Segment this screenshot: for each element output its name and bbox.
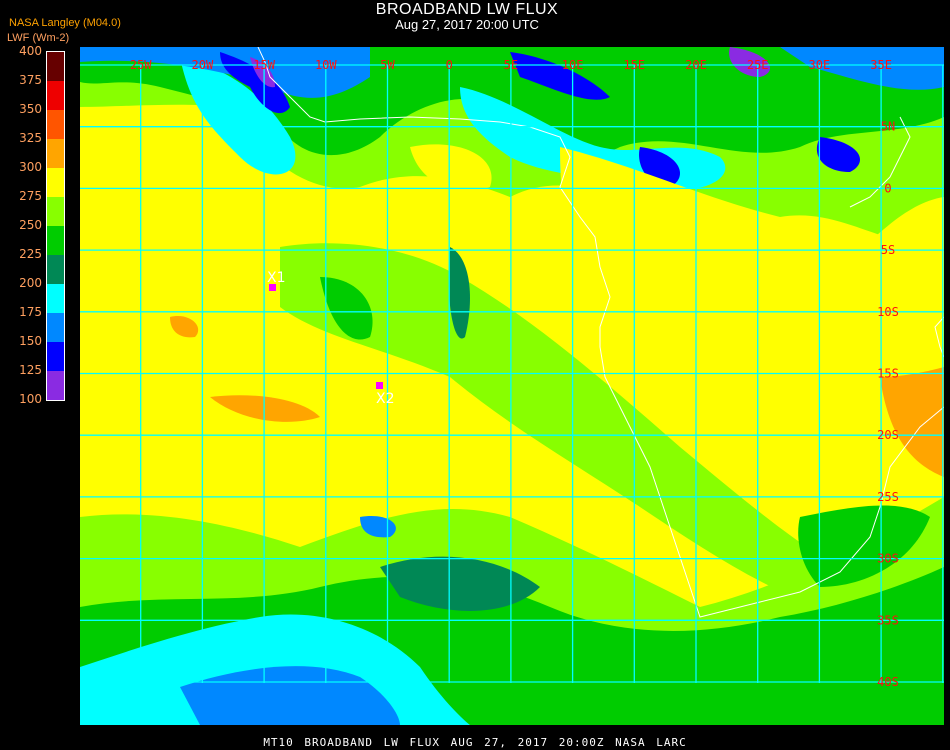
- footer-caption: MT10 BROADBAND LW FLUX AUG 27, 2017 20:0…: [263, 736, 687, 749]
- colorbar-tick-label: 100: [19, 392, 42, 406]
- lat-label: 40S: [877, 675, 899, 689]
- colorbar-tick-label: 175: [19, 305, 42, 319]
- colorbar-swatch: [47, 139, 64, 168]
- colorbar-tick-label: 200: [19, 276, 42, 290]
- lon-label: 10W: [315, 58, 337, 72]
- colorbar-swatch: [47, 313, 64, 342]
- colorbar-swatch: [47, 371, 64, 400]
- colorbar: [46, 51, 65, 401]
- image-timestamp: Aug 27, 2017 20:00 UTC: [395, 17, 539, 32]
- lon-label: 25W: [130, 58, 152, 72]
- colorbar-tick-label: 275: [19, 189, 42, 203]
- colorbar-tick-label: 125: [19, 363, 42, 377]
- marker-x1-label: X1: [267, 270, 286, 286]
- lat-label: 0: [884, 181, 891, 195]
- lat-label: 5N: [881, 120, 895, 134]
- colorbar-swatch: [47, 255, 64, 284]
- lon-label: 30E: [809, 58, 831, 72]
- colorbar-swatch: [47, 284, 64, 313]
- colorbar-tick-label: 350: [19, 102, 42, 116]
- colorbar-tick-label: 325: [19, 131, 42, 145]
- lon-label: 35E: [870, 58, 892, 72]
- lat-label: 5S: [881, 243, 895, 257]
- lon-label: 5W: [380, 58, 395, 72]
- colorbar-swatch: [47, 168, 64, 197]
- lat-lon-grid: [80, 64, 944, 683]
- marker-x2: X2: [376, 382, 395, 407]
- lon-label: 25E: [747, 58, 769, 72]
- colorbar-tick-label: 225: [19, 247, 42, 261]
- lon-label: 20W: [192, 58, 214, 72]
- product-source: NASA Langley (M04.0): [9, 17, 121, 29]
- lat-label: 10S: [877, 305, 899, 319]
- marker-x2-label: X2: [376, 391, 395, 407]
- colorbar-tick-label: 400: [19, 44, 42, 58]
- lat-label: 30S: [877, 552, 899, 566]
- lon-label: 0: [446, 58, 453, 72]
- lon-label: 20E: [685, 58, 707, 72]
- image-title: BROADBAND LW FLUX: [375, 1, 559, 18]
- lon-label: 15E: [623, 58, 645, 72]
- lat-labels: 5N 0 5S 10S 15S 20S 25S 30S 35S 40S: [877, 120, 899, 689]
- coastline: [257, 47, 944, 618]
- lon-label: 15W: [253, 58, 275, 72]
- lon-label: 10E: [562, 58, 584, 72]
- colorbar-swatch: [47, 81, 64, 110]
- marker-x2-square: [376, 382, 383, 389]
- marker-x1: X1: [267, 270, 286, 291]
- lat-label: 25S: [877, 490, 899, 504]
- colorbar-swatch: [47, 226, 64, 255]
- lat-label: 35S: [877, 613, 899, 627]
- lon-labels: 25W 20W 15W 10W 5W 0 5E 10E 15E 20E 25E 30E 35E: [130, 58, 892, 72]
- satellite-map: 25W 20W 15W 10W 5W 0 5E 10E 15E 20E 25E 30E 35E 5N05…: [80, 47, 944, 725]
- colorbar-swatch: [47, 342, 64, 371]
- colorbar-unit: LWF (Wm-2): [7, 32, 70, 44]
- lat-label: 20S: [877, 428, 899, 442]
- colorbar-tick-label: 150: [19, 334, 42, 348]
- flux-field: [80, 47, 944, 725]
- colorbar-swatch: [47, 52, 64, 81]
- colorbar-tick-label: 375: [19, 73, 42, 87]
- lon-label: 5E: [504, 58, 518, 72]
- colorbar-swatch: [47, 197, 64, 226]
- colorbar-tick-label: 300: [19, 160, 42, 174]
- lat-label: 15S: [877, 367, 899, 381]
- marker-x1-square: [269, 284, 276, 291]
- colorbar-tick-label: 250: [19, 218, 42, 232]
- colorbar-swatch: [47, 110, 64, 139]
